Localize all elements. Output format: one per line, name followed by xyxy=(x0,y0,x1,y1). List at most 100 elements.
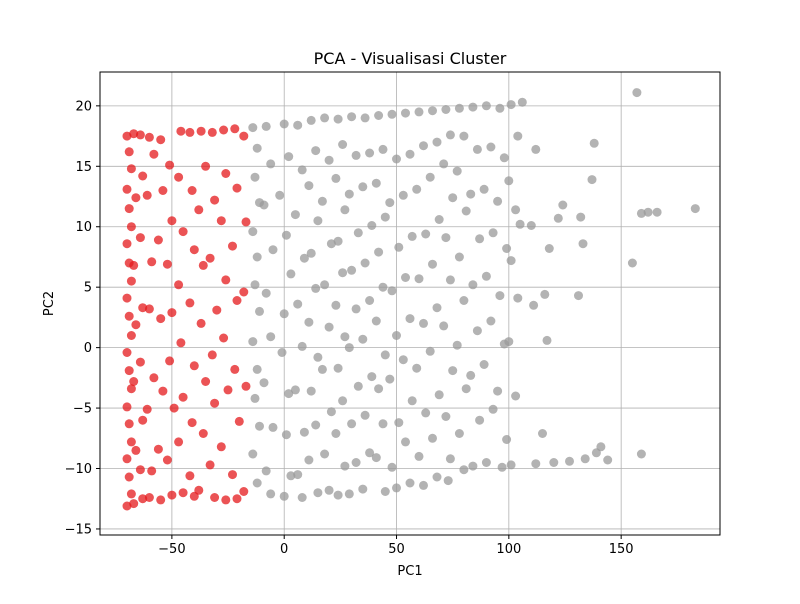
cluster-gray-point xyxy=(472,326,482,336)
cluster-gray-point xyxy=(596,442,606,452)
cluster-red-point xyxy=(135,233,145,243)
cluster-gray-point xyxy=(479,360,489,369)
cluster-red-point xyxy=(138,303,148,313)
cluster-red-point xyxy=(142,190,152,200)
y-tick-label: 5 xyxy=(84,281,92,296)
cluster-red-point xyxy=(122,348,132,357)
cluster-red-point xyxy=(144,304,154,314)
cluster-gray-point xyxy=(576,212,586,222)
cluster-red-point xyxy=(129,377,139,386)
cluster-red-point xyxy=(153,444,163,454)
cluster-gray-point xyxy=(320,280,330,290)
cluster-gray-point xyxy=(387,286,397,296)
cluster-gray-point xyxy=(378,144,388,154)
cluster-gray-point xyxy=(479,184,489,194)
cluster-gray-point xyxy=(544,244,554,253)
cluster-red-point xyxy=(232,183,242,193)
cluster-gray-point xyxy=(398,355,408,365)
cluster-red-point xyxy=(126,384,136,394)
cluster-gray-point xyxy=(304,455,314,465)
cluster-red-point xyxy=(167,308,177,318)
cluster-gray-point xyxy=(360,258,370,268)
cluster-gray-point xyxy=(360,113,370,123)
cluster-gray-point xyxy=(434,215,444,224)
cluster-red-point xyxy=(187,186,197,195)
data-points xyxy=(122,88,700,511)
cluster-gray-point xyxy=(320,113,330,123)
cluster-red-point xyxy=(174,437,184,447)
cluster-gray-point xyxy=(459,296,469,305)
cluster-gray-point xyxy=(502,435,512,444)
cluster-gray-point xyxy=(531,459,541,469)
cluster-gray-point xyxy=(347,419,357,429)
cluster-gray-point xyxy=(515,219,525,229)
cluster-gray-point xyxy=(632,88,642,98)
cluster-red-point xyxy=(138,171,148,181)
cluster-gray-point xyxy=(374,384,384,394)
cluster-gray-point xyxy=(412,363,422,373)
cluster-gray-point xyxy=(454,429,464,438)
cluster-gray-point xyxy=(504,176,514,186)
cluster-red-point xyxy=(124,472,134,482)
cluster-gray-point xyxy=(299,253,309,263)
cluster-gray-point xyxy=(340,205,350,215)
cluster-gray-point xyxy=(504,337,514,347)
cluster-gray-point xyxy=(279,119,289,129)
y-tick-label: 0 xyxy=(84,341,92,356)
cluster-gray-point xyxy=(421,408,431,418)
cluster-red-point xyxy=(194,205,204,215)
cluster-red-point xyxy=(124,204,134,214)
cluster-gray-point xyxy=(434,390,444,400)
cluster-gray-point xyxy=(344,489,354,499)
cluster-gray-point xyxy=(690,204,700,214)
cluster-gray-point xyxy=(636,208,646,218)
cluster-gray-point xyxy=(261,466,271,476)
cluster-gray-point xyxy=(338,396,348,406)
cluster-red-point xyxy=(144,132,154,142)
cluster-gray-point xyxy=(468,102,478,112)
cluster-gray-point xyxy=(380,212,390,222)
cluster-gray-point xyxy=(414,451,424,461)
cluster-gray-point xyxy=(279,309,289,319)
cluster-gray-point xyxy=(513,131,523,141)
cluster-gray-point xyxy=(252,252,262,262)
cluster-gray-point xyxy=(340,461,350,471)
cluster-gray-point xyxy=(405,314,415,324)
x-tick-label: 150 xyxy=(609,542,634,557)
cluster-gray-point xyxy=(378,282,388,292)
cluster-gray-point xyxy=(419,141,428,151)
cluster-gray-point xyxy=(468,461,478,471)
cluster-gray-point xyxy=(432,303,442,313)
cluster-red-point xyxy=(122,184,132,194)
cluster-red-point xyxy=(178,227,188,237)
cluster-red-point xyxy=(126,164,136,174)
cluster-gray-point xyxy=(306,115,316,125)
cluster-gray-point xyxy=(513,293,523,303)
cluster-red-point xyxy=(149,149,159,159)
cluster-red-point xyxy=(178,488,188,498)
cluster-gray-point xyxy=(401,108,410,118)
cluster-gray-point xyxy=(358,334,368,344)
cluster-red-point xyxy=(126,276,136,286)
cluster-gray-point xyxy=(259,378,269,388)
cluster-gray-point xyxy=(306,386,316,396)
cluster-red-point xyxy=(126,437,136,447)
cluster-gray-point xyxy=(293,299,303,309)
cluster-gray-point xyxy=(565,456,574,466)
cluster-gray-point xyxy=(250,172,260,182)
cluster-gray-point xyxy=(652,207,662,217)
y-tick-label: −15 xyxy=(65,522,92,537)
cluster-gray-point xyxy=(627,258,637,268)
cluster-gray-point xyxy=(284,389,294,399)
cluster-red-point xyxy=(230,124,240,134)
cluster-gray-point xyxy=(351,150,361,160)
cluster-gray-point xyxy=(466,370,476,380)
cluster-red-point xyxy=(138,494,148,504)
cluster-gray-point xyxy=(358,484,368,494)
cluster-gray-point xyxy=(452,340,462,350)
y-tick-label: −10 xyxy=(65,462,92,477)
cluster-gray-point xyxy=(324,155,334,165)
